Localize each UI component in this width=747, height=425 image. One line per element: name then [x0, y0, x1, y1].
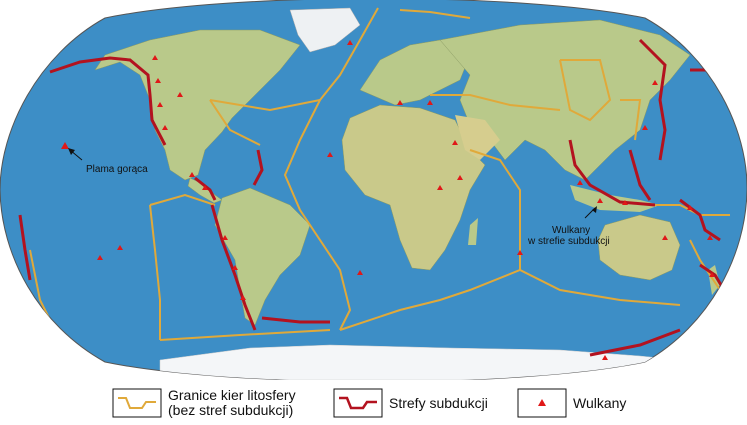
volcano-marker	[117, 245, 123, 250]
subduction-volcano-annotation: Wulkany w strefie subdukcji	[527, 206, 610, 247]
volcano-marker	[232, 265, 238, 270]
volcano-marker	[597, 198, 603, 203]
volcano-marker	[97, 255, 103, 260]
plate-boundary-swatch	[112, 388, 162, 418]
volcano-marker	[397, 100, 403, 105]
volcano-marker	[577, 180, 583, 185]
volcano-marker	[452, 140, 458, 145]
volcano-marker	[707, 235, 713, 240]
world-map: Plama gorąca Wulkany w strefie subdukcji	[0, 0, 747, 380]
volcanoes	[61, 40, 715, 360]
australia	[597, 214, 681, 281]
legend-subduction: Strefy subdukcji	[333, 388, 488, 418]
volcano-marker	[202, 185, 208, 190]
subduction-volcano-label-1: Wulkany	[552, 225, 590, 236]
madagascar	[468, 218, 478, 245]
arabia	[455, 115, 500, 160]
hotspot-label: Plama gorąca	[86, 164, 148, 175]
volcano-marker	[709, 272, 715, 277]
legend-plate-boundaries-line1: Granice kier litosfery	[168, 387, 296, 403]
volcano-marker	[155, 78, 161, 83]
volcano-marker	[222, 235, 228, 240]
volcano-marker	[189, 172, 195, 177]
volcano-marker	[622, 200, 628, 205]
africa	[341, 104, 486, 271]
volcano-marker	[517, 250, 523, 255]
volcano-icon	[538, 399, 546, 406]
map-canvas: Plama gorąca Wulkany w strefie subdukcji	[0, 0, 747, 380]
subduction-swatch	[333, 388, 383, 418]
volcano-marker	[327, 152, 333, 157]
volcano-swatch	[517, 388, 567, 418]
volcano-marker	[687, 205, 693, 210]
greenland	[289, 7, 361, 53]
legend-volcanoes: Wulkany	[517, 388, 626, 418]
north-america	[94, 29, 301, 181]
legend-volcanoes-text: Wulkany	[573, 394, 627, 411]
volcano-marker	[437, 185, 443, 190]
south-america	[214, 187, 311, 326]
hotspot-annotation: Plama gorąca	[68, 148, 148, 175]
volcano-marker	[240, 295, 246, 300]
legend-plate-boundaries-line2: (bez stref subdukcji)	[168, 402, 294, 418]
legend-subduction-text: Strefy subdukcji	[389, 394, 488, 411]
volcano-marker	[642, 125, 648, 130]
volcano-marker	[357, 270, 363, 275]
volcano-marker	[61, 142, 69, 149]
volcano-marker	[152, 55, 158, 60]
map-legend: Granice kier litosfery (bez stref subduk…	[0, 382, 747, 425]
volcano-marker	[177, 92, 183, 97]
volcano-marker	[652, 80, 658, 85]
volcano-marker	[157, 102, 163, 107]
volcano-marker	[602, 355, 608, 360]
subduction-volcano-label-2: w strefie subdukcji	[527, 236, 610, 247]
legend-plate-boundaries: Granice kier litosfery (bez stref subduk…	[112, 388, 296, 418]
volcano-marker	[662, 235, 668, 240]
volcano-marker	[457, 175, 463, 180]
subduction-zones	[18, 38, 732, 357]
plate-boundaries	[29, 7, 730, 341]
volcano-marker	[427, 100, 433, 105]
volcano-marker	[162, 125, 168, 130]
volcano-marker	[347, 40, 353, 45]
legend-plate-boundaries-text: Granice kier litosfery (bez stref subduk…	[168, 388, 296, 418]
